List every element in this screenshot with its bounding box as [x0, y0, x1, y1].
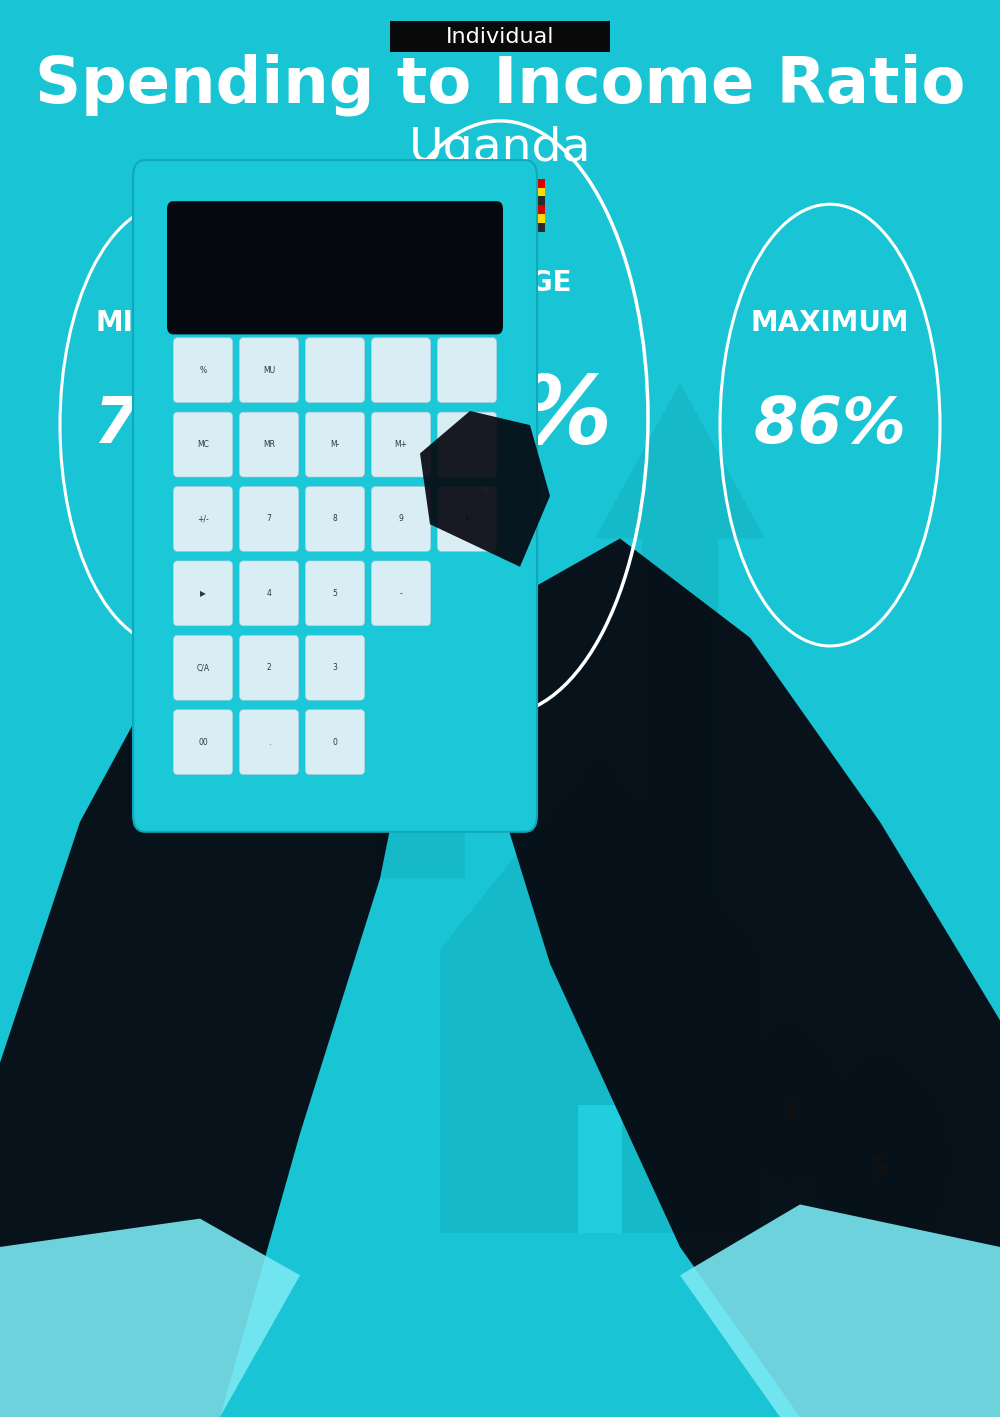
FancyBboxPatch shape: [239, 337, 299, 402]
Text: MC: MC: [197, 441, 209, 449]
Text: M+: M+: [394, 441, 408, 449]
Text: 00: 00: [198, 738, 208, 747]
FancyBboxPatch shape: [239, 412, 299, 478]
Text: 3: 3: [333, 663, 337, 672]
FancyBboxPatch shape: [173, 561, 233, 626]
Text: MU: MU: [263, 366, 275, 374]
FancyBboxPatch shape: [173, 412, 233, 478]
FancyBboxPatch shape: [305, 337, 365, 402]
FancyBboxPatch shape: [371, 412, 431, 478]
FancyBboxPatch shape: [760, 1111, 870, 1131]
FancyBboxPatch shape: [371, 561, 431, 626]
Polygon shape: [420, 411, 550, 567]
Circle shape: [487, 187, 513, 224]
Text: $: $: [783, 1100, 797, 1118]
Polygon shape: [0, 1219, 300, 1417]
Text: 7: 7: [267, 514, 271, 523]
FancyBboxPatch shape: [760, 1085, 870, 1105]
FancyBboxPatch shape: [760, 1136, 870, 1156]
Polygon shape: [0, 538, 420, 1417]
FancyBboxPatch shape: [371, 486, 431, 551]
Text: 8: 8: [333, 514, 337, 523]
Polygon shape: [648, 801, 672, 870]
FancyBboxPatch shape: [455, 224, 545, 232]
Polygon shape: [578, 1105, 622, 1233]
Text: MINIMUM: MINIMUM: [96, 309, 244, 337]
Text: 5: 5: [333, 589, 337, 598]
FancyBboxPatch shape: [776, 1023, 804, 1051]
FancyBboxPatch shape: [455, 179, 545, 187]
Text: :: :: [466, 441, 468, 449]
FancyBboxPatch shape: [390, 21, 610, 52]
FancyBboxPatch shape: [173, 710, 233, 775]
Text: 72%: 72%: [94, 394, 246, 456]
Polygon shape: [320, 411, 520, 879]
Circle shape: [808, 1060, 952, 1264]
Text: AVERAGE: AVERAGE: [428, 269, 572, 298]
Text: 0: 0: [333, 738, 337, 747]
Polygon shape: [480, 538, 1000, 1417]
Text: Spending to Income Ratio: Spending to Income Ratio: [35, 54, 965, 116]
Text: 77%: 77%: [387, 373, 613, 463]
Text: MAXIMUM: MAXIMUM: [751, 309, 909, 337]
Text: 9: 9: [399, 514, 403, 523]
Text: -: -: [400, 589, 402, 598]
FancyBboxPatch shape: [173, 635, 233, 700]
FancyBboxPatch shape: [239, 710, 299, 775]
Circle shape: [735, 1027, 845, 1183]
FancyBboxPatch shape: [455, 214, 545, 224]
Text: 86%: 86%: [754, 394, 906, 456]
FancyBboxPatch shape: [305, 635, 365, 700]
FancyBboxPatch shape: [760, 1060, 870, 1080]
Polygon shape: [680, 1204, 1000, 1417]
Text: 2: 2: [267, 663, 271, 672]
Text: %: %: [199, 366, 207, 374]
FancyBboxPatch shape: [305, 710, 365, 775]
Text: ▶: ▶: [200, 589, 206, 598]
Text: +/-: +/-: [197, 514, 209, 523]
FancyBboxPatch shape: [305, 412, 365, 478]
FancyBboxPatch shape: [437, 486, 497, 551]
Text: x: x: [465, 514, 469, 523]
Polygon shape: [595, 383, 765, 992]
FancyBboxPatch shape: [437, 337, 497, 402]
FancyBboxPatch shape: [760, 1187, 870, 1207]
FancyBboxPatch shape: [455, 205, 545, 214]
Text: .: .: [268, 738, 270, 747]
Text: Uganda: Uganda: [409, 126, 591, 171]
FancyBboxPatch shape: [437, 412, 497, 478]
Text: ●: ●: [497, 203, 503, 208]
FancyBboxPatch shape: [239, 561, 299, 626]
Text: M-: M-: [330, 441, 340, 449]
FancyBboxPatch shape: [862, 1054, 898, 1091]
Text: $: $: [870, 1153, 890, 1180]
FancyBboxPatch shape: [133, 160, 537, 832]
FancyBboxPatch shape: [371, 337, 431, 402]
Text: ○: ○: [483, 486, 487, 492]
Polygon shape: [440, 751, 760, 949]
FancyBboxPatch shape: [760, 1162, 870, 1182]
FancyBboxPatch shape: [173, 486, 233, 551]
Text: Individual: Individual: [446, 27, 554, 47]
FancyBboxPatch shape: [305, 561, 365, 626]
FancyBboxPatch shape: [239, 635, 299, 700]
Text: MR: MR: [263, 441, 275, 449]
FancyBboxPatch shape: [760, 1213, 870, 1233]
Polygon shape: [440, 949, 760, 1233]
FancyBboxPatch shape: [167, 201, 503, 334]
FancyBboxPatch shape: [455, 197, 545, 205]
FancyBboxPatch shape: [305, 486, 365, 551]
FancyBboxPatch shape: [239, 486, 299, 551]
FancyBboxPatch shape: [455, 187, 545, 197]
FancyBboxPatch shape: [173, 337, 233, 402]
Text: 4: 4: [267, 589, 271, 598]
Text: C/A: C/A: [196, 663, 210, 672]
